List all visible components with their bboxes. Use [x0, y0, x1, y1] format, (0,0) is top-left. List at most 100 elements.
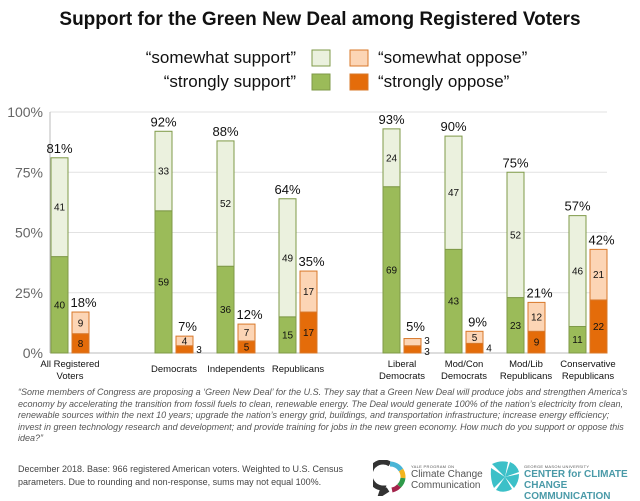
y-tick-label: 75%: [15, 164, 43, 180]
bar-strongly-support-label: 40: [54, 300, 66, 311]
yale-logo-small: YALE PROGRAM ON: [411, 464, 455, 469]
bar-somewhat-oppose: [237, 323, 256, 342]
legend-label-somewhat-oppose: “somewhat oppose”: [378, 48, 528, 67]
oppose-total-label: 12%: [236, 307, 262, 322]
chart-title: Support for the Green New Deal among Reg…: [59, 9, 580, 30]
bar-somewhat-oppose-label: 4: [182, 336, 188, 347]
x-category-label: Democrats: [441, 371, 487, 382]
x-category-label: Mod/Con: [445, 359, 484, 370]
bar-somewhat-support-label: 52: [220, 199, 232, 210]
bar-strongly-support-label: 36: [220, 305, 232, 316]
support-total-label: 57%: [564, 199, 590, 214]
bar-somewhat-oppose: [527, 301, 546, 332]
bar-somewhat-support: [506, 171, 525, 299]
legend-swatch-somewhat-support: [311, 49, 331, 67]
support-total-label: 64%: [274, 182, 300, 197]
bar-strongly-support-label: 69: [386, 265, 398, 276]
bar-somewhat-oppose: [71, 311, 90, 335]
oppose-total-label: 5%: [406, 319, 425, 334]
bar-somewhat-support-label: 49: [282, 253, 294, 264]
x-category-label: Voters: [57, 371, 84, 382]
bar-strongly-oppose-label: 3: [424, 347, 430, 358]
y-tick-label: 25%: [15, 285, 43, 301]
bar-strongly-oppose-label: 22: [593, 322, 605, 333]
support-total-label: 75%: [502, 155, 528, 170]
bar-somewhat-support-label: 41: [54, 203, 66, 214]
x-category-label: Republicans: [500, 371, 553, 382]
oppose-total-label: 18%: [70, 295, 96, 310]
bar-somewhat-support: [568, 215, 587, 327]
bar-somewhat-support-label: 47: [448, 188, 460, 199]
legend-swatch-strongly-support: [311, 73, 331, 91]
bar-somewhat-oppose-label: 9: [78, 318, 84, 329]
oppose-total-label: 35%: [298, 254, 324, 269]
y-tick-label: 100%: [7, 104, 43, 120]
bar-somewhat-support-label: 33: [158, 167, 170, 178]
bar-somewhat-oppose-label: 5: [472, 333, 478, 344]
bar-strongly-oppose-label: 4: [486, 344, 492, 355]
x-category-label: Democrats: [379, 371, 425, 382]
bar-strongly-support-label: 43: [448, 297, 460, 308]
support-total-label: 90%: [440, 119, 466, 134]
legend-swatch-strongly-oppose: [349, 73, 369, 91]
oppose-total-label: 7%: [178, 319, 197, 334]
legend-swatch-somewhat-oppose: [349, 49, 369, 67]
axes: 0%25%50%75%100%: [7, 104, 607, 361]
bar-strongly-oppose-label: 9: [534, 338, 540, 349]
sunburst-icon: [490, 461, 519, 492]
bar-strongly-oppose-label: 17: [303, 328, 315, 339]
x-category-label: Conservative: [560, 359, 615, 370]
legend-label-strongly-oppose: “strongly oppose”: [378, 72, 510, 91]
yale-logo-line1: Climate Change: [411, 469, 483, 480]
bar-somewhat-oppose-label: 7: [244, 328, 250, 339]
bar-somewhat-support: [382, 128, 401, 188]
bar-strongly-oppose: [403, 345, 422, 354]
bar-strongly-oppose-label: 3: [196, 345, 202, 356]
bar-somewhat-support: [278, 198, 297, 318]
x-category-label: Liberal: [388, 359, 417, 370]
methodology-note: December 2018. Base: 966 registered Amer…: [18, 464, 344, 487]
support-total-label: 88%: [212, 124, 238, 139]
bar-somewhat-support: [444, 135, 463, 250]
support-total-label: 92%: [150, 114, 176, 129]
category-group: 36 52 5 7 88% 12% Independents: [207, 124, 265, 375]
category-group: 15 49 17 17 64% 35% Republicans: [272, 182, 325, 375]
bar-somewhat-oppose-label: 3: [424, 336, 430, 347]
legend: “somewhat support” “strongly support” “s…: [146, 48, 528, 91]
bar-strongly-support-label: 11: [572, 335, 583, 346]
x-category-label: Republicans: [272, 364, 325, 375]
y-tick-label: 50%: [15, 225, 43, 241]
bar-strongly-support-label: 59: [158, 277, 170, 288]
bar-strongly-support-label: 15: [282, 330, 294, 341]
oppose-total-label: 42%: [588, 232, 614, 247]
bar-somewhat-oppose: [299, 270, 318, 313]
bar-somewhat-oppose-label: 21: [593, 270, 605, 281]
bar-somewhat-oppose-label: 17: [303, 287, 315, 298]
y-tick-label: 0%: [23, 345, 43, 361]
legend-label-somewhat-support: “somewhat support”: [146, 48, 297, 67]
oppose-total-label: 21%: [526, 285, 552, 300]
bar-somewhat-oppose: [403, 338, 422, 347]
oppose-total-label: 9%: [468, 314, 487, 329]
bar-somewhat-support: [154, 130, 173, 212]
yale-logo: YALE PROGRAM ON Climate Change Communica…: [373, 460, 483, 496]
bar-somewhat-support-label: 52: [510, 230, 522, 241]
gmu-logo: GEORGE MASON UNIVERSITY CENTER for CLIMA…: [490, 460, 635, 501]
survey-question: “Some members of Congress are proposing …: [18, 387, 628, 443]
legend-label-strongly-support: “strongly support”: [164, 72, 297, 91]
bar-somewhat-support-label: 24: [386, 153, 398, 164]
bar-somewhat-oppose: [175, 335, 194, 347]
support-total-label: 93%: [378, 112, 404, 127]
bar-somewhat-oppose: [465, 330, 484, 344]
x-category-label: Republicans: [562, 371, 615, 382]
gmu-logo-small: GEORGE MASON UNIVERSITY: [524, 464, 590, 469]
gmu-logo-line1: CENTER for CLIMATE CHANGE: [524, 469, 628, 491]
x-category-label: Democrats: [151, 364, 197, 375]
bar-somewhat-support-label: 46: [572, 267, 584, 278]
